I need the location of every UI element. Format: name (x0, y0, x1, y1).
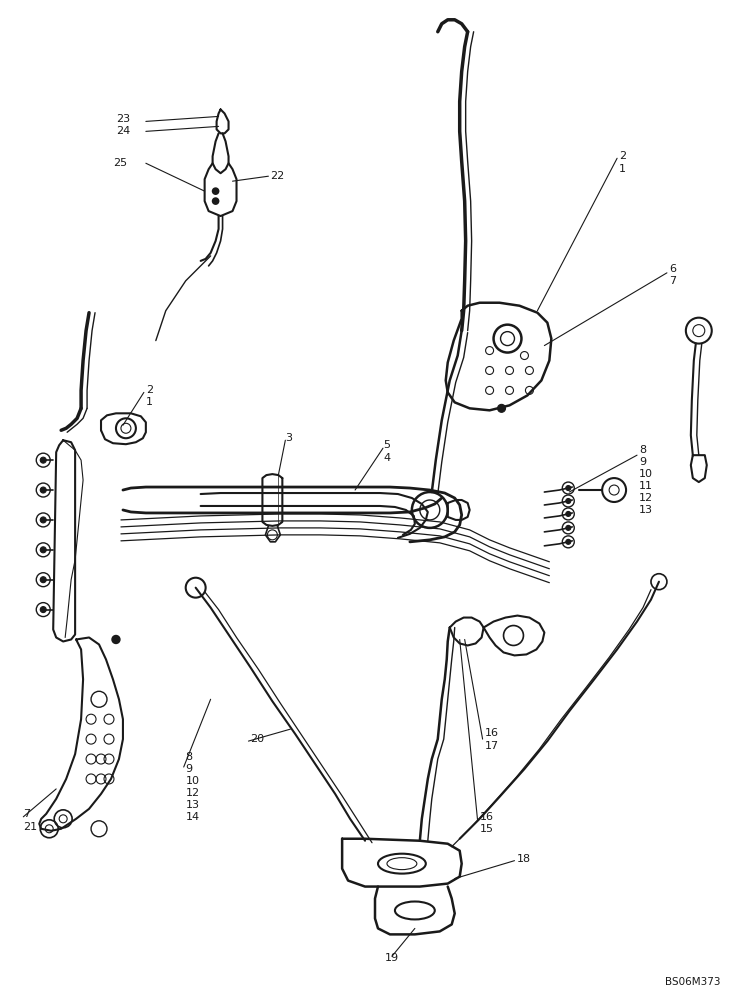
Text: 2: 2 (146, 385, 153, 395)
Circle shape (566, 486, 571, 491)
Circle shape (112, 635, 120, 643)
Circle shape (566, 499, 571, 503)
Text: 13: 13 (186, 800, 200, 810)
Text: 1: 1 (146, 397, 153, 407)
Circle shape (41, 577, 46, 583)
Circle shape (566, 539, 571, 544)
Text: 13: 13 (639, 505, 653, 515)
Circle shape (41, 457, 46, 463)
Text: 8: 8 (186, 752, 193, 762)
Text: 15: 15 (480, 824, 493, 834)
Circle shape (566, 511, 571, 516)
Circle shape (213, 188, 219, 194)
Text: 8: 8 (639, 445, 646, 455)
Text: 1: 1 (619, 164, 626, 174)
Text: 7: 7 (669, 276, 676, 286)
Text: 4: 4 (383, 453, 390, 463)
Text: 16: 16 (480, 812, 493, 822)
Text: 2: 2 (619, 151, 626, 161)
Circle shape (41, 547, 46, 553)
Text: 18: 18 (517, 854, 531, 864)
Text: 20: 20 (250, 734, 265, 744)
Text: 16: 16 (484, 728, 499, 738)
Text: 14: 14 (186, 812, 200, 822)
Text: BS06M373: BS06M373 (666, 977, 720, 987)
Text: 9: 9 (639, 457, 646, 467)
Text: 10: 10 (186, 776, 200, 786)
Circle shape (41, 487, 46, 493)
Text: 9: 9 (186, 764, 193, 774)
Text: 6: 6 (669, 264, 676, 274)
Text: 21: 21 (23, 822, 38, 832)
Circle shape (41, 517, 46, 523)
Text: 11: 11 (639, 481, 653, 491)
Text: 24: 24 (116, 126, 130, 136)
Circle shape (213, 198, 219, 204)
Text: 23: 23 (116, 114, 130, 124)
Text: 5: 5 (383, 440, 390, 450)
Text: 10: 10 (639, 469, 653, 479)
Text: 17: 17 (484, 741, 499, 751)
Text: 19: 19 (385, 953, 399, 963)
Text: 12: 12 (639, 493, 653, 503)
Text: 12: 12 (186, 788, 200, 798)
Text: 3: 3 (285, 433, 293, 443)
Circle shape (566, 525, 571, 530)
Circle shape (41, 607, 46, 613)
Circle shape (498, 404, 505, 412)
Text: 25: 25 (113, 158, 127, 168)
Text: 22: 22 (271, 171, 285, 181)
Text: 7: 7 (23, 809, 30, 819)
